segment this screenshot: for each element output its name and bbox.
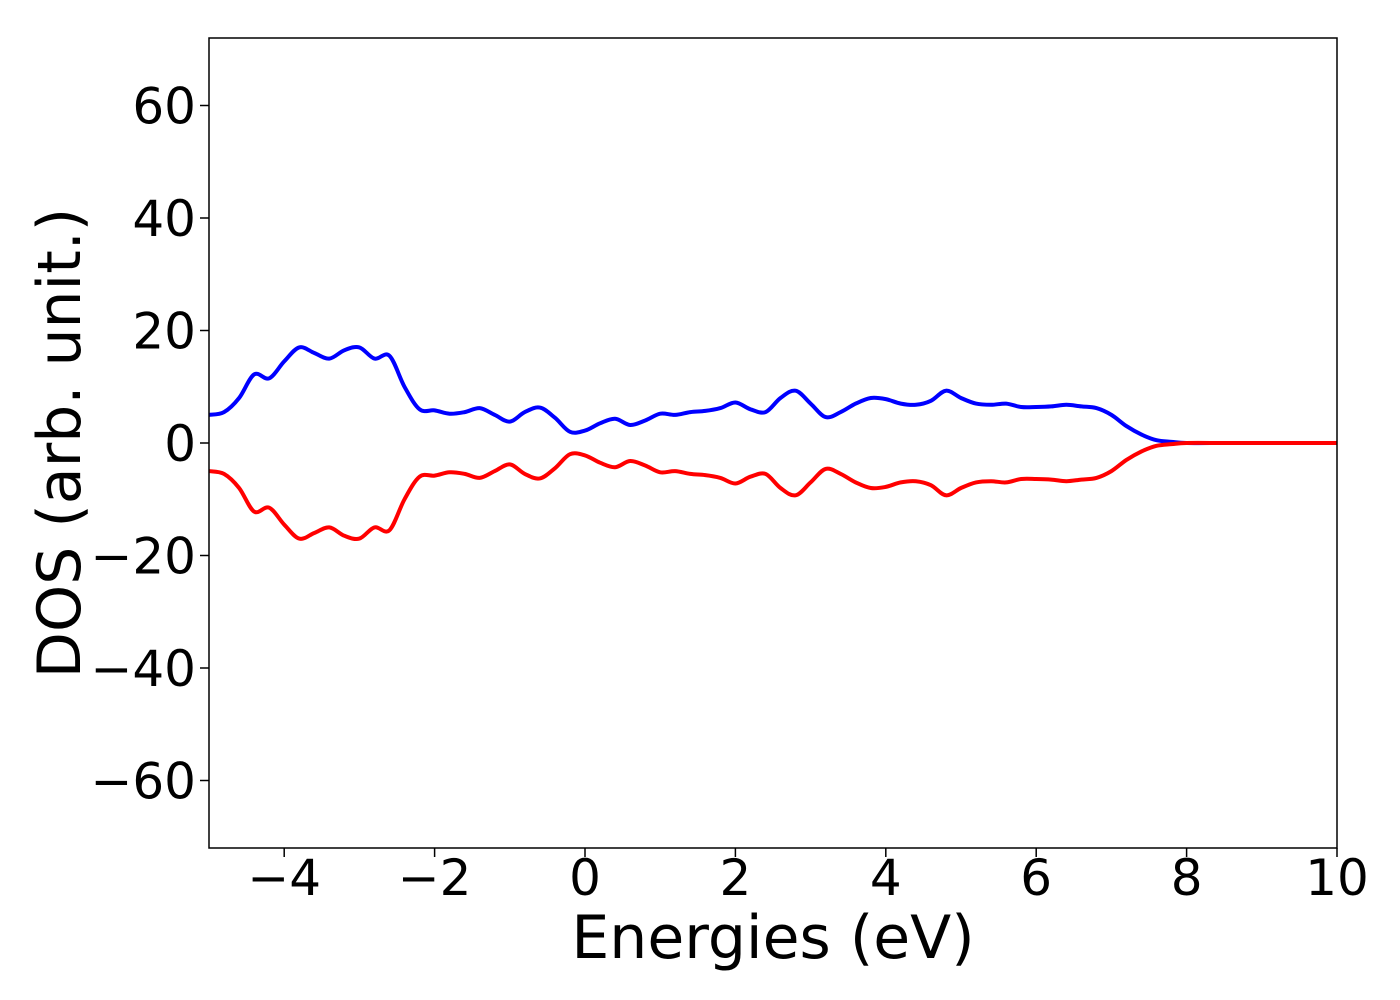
y-tick-label: −60 (90, 753, 196, 811)
y-tick-label: 20 (132, 303, 196, 361)
y-axis-label: DOS (arb. unit.) (25, 208, 95, 678)
y-tick-label: −40 (90, 640, 196, 698)
series-layer (208, 344, 1337, 542)
dos-series-1-line (208, 344, 1337, 446)
x-tick-label: 6 (1020, 849, 1052, 907)
x-tick-label: 10 (1305, 849, 1369, 907)
x-tick-label: −4 (247, 849, 321, 907)
x-tick-label: 0 (569, 849, 601, 907)
x-axis-label: Energies (eV) (571, 903, 974, 973)
y-tick-label: −20 (90, 528, 196, 586)
y-tick-label: 60 (132, 78, 196, 136)
x-tick-label: 4 (870, 849, 902, 907)
y-tick-label: 40 (132, 190, 196, 248)
x-tick-label: −2 (398, 849, 472, 907)
dos-series-2-line (208, 440, 1337, 542)
y-tick-label: 0 (164, 415, 196, 473)
x-tick-label: 2 (719, 849, 751, 907)
x-tick-label: 8 (1171, 849, 1203, 907)
